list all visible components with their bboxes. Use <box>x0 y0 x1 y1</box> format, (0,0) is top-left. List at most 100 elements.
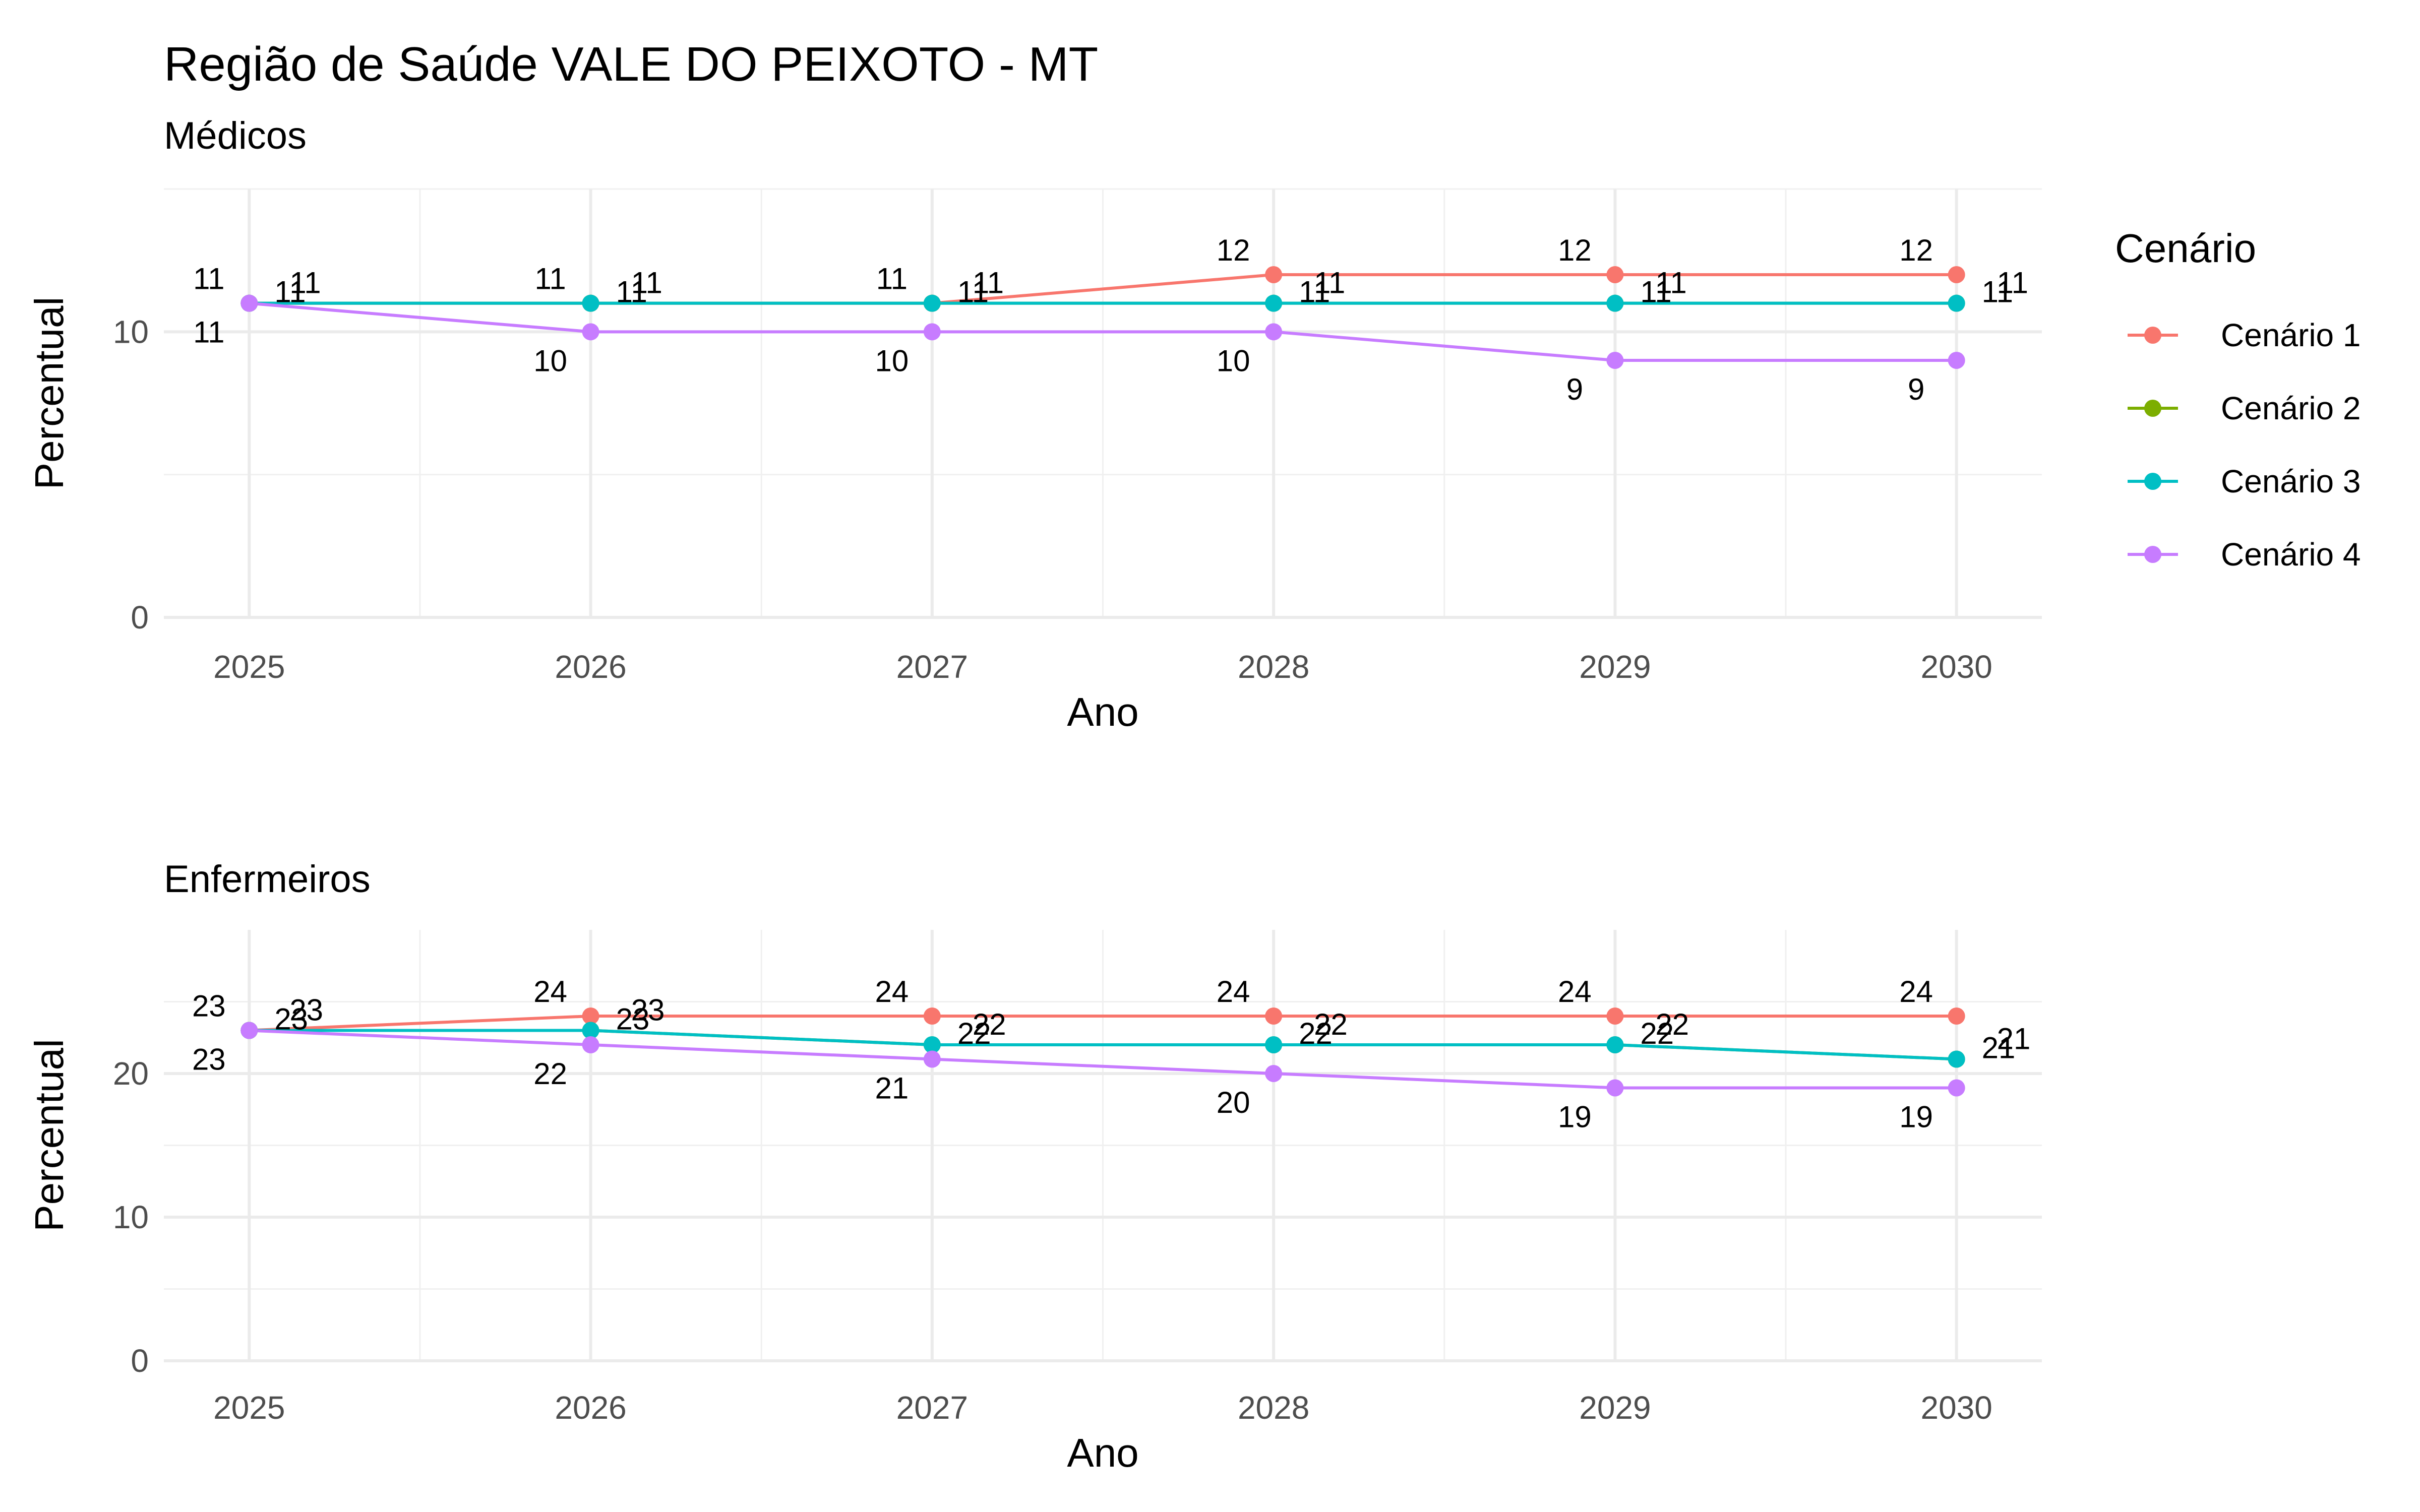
y-axis-title: Percentual <box>27 1039 72 1231</box>
data-label: 11 <box>957 275 989 309</box>
data-label: 23 <box>274 1002 308 1036</box>
data-point <box>1606 294 1624 312</box>
data-point <box>1948 294 1965 312</box>
x-axis-title: Ano <box>1067 689 1138 734</box>
series-line <box>249 301 1957 362</box>
x-tick-label: 2030 <box>1920 1390 1992 1426</box>
data-label: 21 <box>1982 1031 2016 1065</box>
data-point <box>1265 323 1283 341</box>
data-label: 11 <box>1982 275 2013 309</box>
x-tick-label: 2029 <box>1579 649 1651 685</box>
x-axis-title: Ano <box>1067 1430 1138 1475</box>
y-tick-label: 0 <box>131 1343 149 1379</box>
data-point <box>1948 1079 1965 1097</box>
series-line <box>249 1029 1957 1090</box>
data-point <box>1265 294 1283 312</box>
data-point <box>923 1050 941 1068</box>
data-point <box>1265 1065 1283 1082</box>
data-label: 24 <box>1899 975 1933 1009</box>
y-axis-title: Percentual <box>27 297 72 489</box>
data-label: 11 <box>876 262 908 296</box>
data-point <box>923 1036 941 1053</box>
data-label: 23 <box>289 993 323 1027</box>
data-point <box>582 323 599 341</box>
data-point <box>1606 1007 1624 1025</box>
x-tick-label: 2028 <box>1238 1390 1309 1426</box>
series-line <box>249 1015 1957 1032</box>
x-tick-label: 2025 <box>213 649 285 685</box>
data-point <box>582 294 599 312</box>
data-label: 22 <box>957 1017 991 1050</box>
series-line <box>249 1029 1957 1061</box>
data-label: 10 <box>875 344 909 377</box>
x-tick-label: 2030 <box>1920 649 1992 685</box>
data-label: 23 <box>631 993 665 1027</box>
data-label: 11 <box>193 262 224 296</box>
data-label: 24 <box>1217 975 1250 1009</box>
data-point <box>923 323 941 341</box>
data-point <box>1265 1007 1283 1025</box>
data-label: 11 <box>1640 275 1671 309</box>
data-point <box>1948 1050 1965 1068</box>
data-label: 23 <box>192 989 226 1023</box>
data-label: 22 <box>1655 1007 1689 1041</box>
data-label: 22 <box>1299 1017 1333 1050</box>
data-label: 10 <box>1217 344 1250 377</box>
panel-subtitle: Enfermeiros <box>164 858 371 901</box>
data-label: 19 <box>1899 1100 1933 1134</box>
y-tick-label: 10 <box>113 313 149 350</box>
data-label: 11 <box>193 316 224 349</box>
data-label: 22 <box>1314 1007 1348 1041</box>
data-label: 20 <box>1217 1086 1250 1119</box>
data-label: 12 <box>1217 233 1250 267</box>
data-point <box>923 1007 941 1025</box>
legend-item-label: Cenário 4 <box>2221 536 2361 573</box>
y-tick-label: 20 <box>113 1055 149 1092</box>
data-label: 10 <box>533 344 567 377</box>
data-label: 11 <box>973 266 1004 300</box>
data-point <box>240 294 258 312</box>
data-point <box>582 1022 599 1039</box>
data-point <box>1948 352 1965 369</box>
data-label: 11 <box>274 275 306 309</box>
data-label: 9 <box>1566 372 1583 406</box>
data-point <box>1265 266 1283 283</box>
legend-title: Cenário <box>2115 226 2256 271</box>
data-point <box>1948 266 1965 283</box>
data-label: 12 <box>1558 233 1592 267</box>
legend: Cenário Cenário 1 Cenário 2 Cenário 3 Cenár… <box>2115 226 2361 573</box>
data-point <box>1606 1036 1624 1053</box>
y-tick-label: 10 <box>113 1199 149 1235</box>
x-tick-label: 2028 <box>1238 649 1309 685</box>
data-label: 9 <box>1908 372 1924 406</box>
data-label: 11 <box>1314 266 1345 300</box>
panel-1: Médicos 0 10 2025 2026 2027 2028 2029 2030 Ano Per… <box>27 114 2042 734</box>
x-tick-label: 2025 <box>213 1390 285 1426</box>
data-label: 19 <box>1558 1100 1592 1134</box>
data-point <box>1948 1007 1965 1025</box>
data-label: 22 <box>973 1007 1006 1041</box>
x-tick-label: 2027 <box>896 1390 968 1426</box>
data-label: 23 <box>192 1043 226 1077</box>
data-label: 11 <box>289 266 321 300</box>
legend-key-point <box>2144 473 2161 490</box>
data-point <box>582 1007 599 1025</box>
data-point <box>1606 266 1624 283</box>
data-label: 12 <box>1899 233 1933 267</box>
data-point <box>582 1036 599 1053</box>
data-point <box>923 294 941 312</box>
data-label: 22 <box>533 1057 567 1091</box>
panel-subtitle: Médicos <box>164 114 307 157</box>
legend-item-label: Cenário 1 <box>2221 317 2361 353</box>
data-label: 11 <box>1997 266 2028 300</box>
data-label: 11 <box>1299 275 1330 309</box>
chart-title: Região de Saúde VALE DO PEIXOTO - MT <box>164 37 1098 91</box>
legend-key-point <box>2144 546 2161 563</box>
data-label: 22 <box>1640 1017 1674 1050</box>
data-label: 11 <box>534 262 566 296</box>
data-label: 11 <box>631 266 662 300</box>
data-label: 23 <box>616 1002 650 1036</box>
x-tick-label: 2026 <box>555 649 626 685</box>
legend-item-label: Cenário 3 <box>2221 463 2361 499</box>
